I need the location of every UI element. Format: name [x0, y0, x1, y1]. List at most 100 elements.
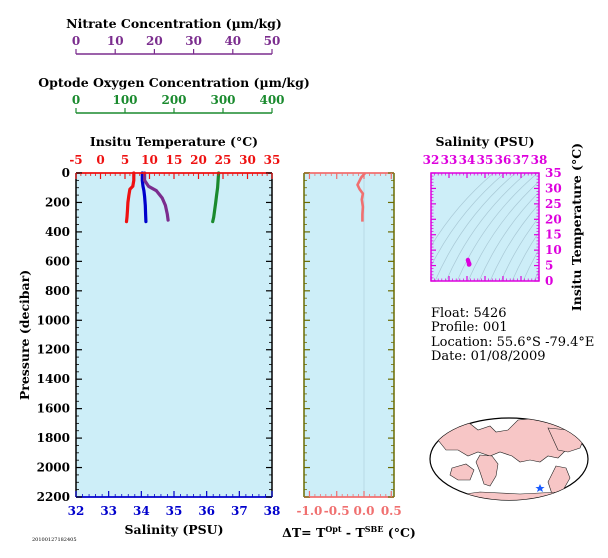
- delta-axis-label: ΔT= TOpt - TSBE (°C): [282, 524, 416, 540]
- temperature-tick-label-6: 25: [215, 153, 232, 167]
- ts-temperature-tick-label-1: 5: [545, 259, 553, 273]
- info-date: Date: 01/08/2009: [431, 349, 546, 364]
- ts-temperature-tick-label-6: 30: [545, 181, 562, 195]
- oxygen-tick-label-0: 0: [72, 93, 80, 107]
- profile-axes: 0200400600800100012001400160018002000220…: [37, 153, 281, 518]
- ts-density-contour: [511, 231, 539, 281]
- profile-plot-area: [124, 171, 221, 224]
- delta-profile-line: [356, 172, 367, 222]
- ts-temperature-tick-label-4: 20: [545, 212, 562, 226]
- delta-tick-label-3: 0.5: [381, 504, 402, 518]
- ts-point: [466, 262, 472, 267]
- temperature-axis-label: Insitu Temperature (°C): [90, 134, 258, 149]
- delta-plot-area: [356, 172, 367, 497]
- map-land-africa: [475, 454, 499, 487]
- temperature-tick-label-5: 20: [190, 153, 207, 167]
- ts-density-contour: [431, 173, 495, 247]
- ts-temperature-tick-label-5: 25: [545, 197, 562, 211]
- salinity-profile-line: [140, 171, 148, 224]
- salinity-axis-label: Salinity (PSU): [124, 522, 223, 537]
- delta-tick-label-0: -1.0: [297, 504, 323, 518]
- nitrate-tick-label-1: 10: [107, 34, 124, 48]
- pressure-tick-label-10: 2000: [37, 461, 70, 475]
- pressure-tick-label-11: 2200: [37, 490, 70, 504]
- temperature-tick-label-0: -5: [69, 153, 82, 167]
- salinity-tick-label-1: 33: [100, 504, 117, 518]
- oxygen-tick-label-1: 100: [112, 93, 137, 107]
- ts-temperature-tick-label-3: 15: [545, 228, 562, 242]
- ts-temperature-tick-label-2: 10: [545, 243, 562, 257]
- ts-panel-background: [431, 173, 539, 281]
- nitrate-tick-label-4: 40: [224, 34, 241, 48]
- pressure-tick-label-5: 1000: [37, 313, 70, 327]
- oxygen-tick-label-2: 200: [161, 93, 186, 107]
- ts-temperature-label: Insitu Temperature (°C): [569, 143, 584, 311]
- delta-tick-label-1: -0.5: [324, 504, 350, 518]
- map-land-antarctica: [430, 491, 588, 500]
- info-location: Location: 55.6°S -79.4°E: [431, 335, 594, 350]
- temperature-tick-label-2: 5: [121, 153, 129, 167]
- ts-density-contour: [522, 248, 539, 281]
- pressure-tick-label-2: 400: [45, 225, 70, 239]
- oxygen-tick-label-3: 300: [210, 93, 235, 107]
- ts-density-contour: [467, 181, 539, 281]
- temperature-tick-label-7: 30: [239, 153, 256, 167]
- pressure-tick-label-6: 1200: [37, 343, 70, 357]
- ts-salinity-tick-label-6: 38: [531, 153, 548, 167]
- salinity-tick-label-5: 37: [231, 504, 248, 518]
- nitrate-tick-label-5: 50: [264, 34, 281, 48]
- ts-density-contour: [478, 191, 539, 281]
- ts-salinity-label: Salinity (PSU): [435, 134, 534, 149]
- ts-salinity-tick-label-3: 35: [477, 153, 494, 167]
- ts-plot-area: [465, 257, 472, 267]
- pressure-tick-label-9: 1800: [37, 431, 70, 445]
- nitrate-axis-label: Nitrate Concentration (µm/kg): [66, 16, 282, 31]
- pressure-tick-label-8: 1600: [37, 402, 70, 416]
- ts-salinity-tick-label-1: 33: [441, 153, 458, 167]
- oxygen-axis-label: Optode Oxygen Concentration (µm/kg): [38, 75, 309, 90]
- temperature-tick-label-4: 15: [166, 153, 183, 167]
- nitrate-axis: 0 10 20 30 40 50: [72, 34, 281, 55]
- info-float: Float: 5426: [431, 306, 507, 321]
- oxygen-axis: 0 100 200 300 400: [72, 93, 285, 114]
- pressure-tick-label-7: 1400: [37, 372, 70, 386]
- temperature-tick-label-8: 35: [264, 153, 281, 167]
- nitrate-tick-label-0: 0: [72, 34, 80, 48]
- world-map: [429, 417, 589, 501]
- oxygen-tick-label-4: 400: [259, 93, 284, 107]
- ts-temperature-tick-label-7: 35: [545, 166, 562, 180]
- footer-text: 20100127182405: [32, 537, 77, 543]
- pressure-axis-label: Pressure (decibar): [17, 270, 32, 400]
- salinity-tick-label-4: 36: [198, 504, 215, 518]
- temperature-profile-line: [124, 171, 136, 224]
- ts-salinity-tick-label-2: 34: [459, 153, 476, 167]
- info-profile: Profile: 001: [431, 320, 508, 335]
- nitrate-tick-label-2: 20: [146, 34, 163, 48]
- pressure-tick-label-4: 800: [45, 284, 70, 298]
- oxygen-profile-line: [211, 171, 221, 224]
- ts-salinity-tick-label-5: 37: [513, 153, 530, 167]
- delta-panel-background: [304, 173, 394, 497]
- pressure-tick-label-1: 200: [45, 195, 70, 209]
- ts-salinity-tick-label-4: 36: [495, 153, 512, 167]
- map-land-australia: [449, 463, 475, 481]
- pressure-tick-label-0: 0: [62, 166, 70, 180]
- ts-density-contour: [489, 203, 539, 281]
- nitrate-profile-line: [143, 171, 170, 222]
- temperature-tick-label-3: 10: [141, 153, 158, 167]
- float-location-marker: [535, 484, 545, 492]
- pressure-tick-label-3: 600: [45, 254, 70, 268]
- salinity-tick-label-2: 34: [133, 504, 150, 518]
- delta-axes: -1.0 -0.5 0.0 0.5: [297, 172, 402, 518]
- salinity-tick-label-0: 32: [68, 504, 85, 518]
- ts-temperature-tick-label-0: 0: [545, 274, 553, 288]
- delta-tick-label-2: 0.0: [354, 504, 375, 518]
- salinity-tick-label-6: 38: [264, 504, 281, 518]
- temperature-tick-label-1: 0: [96, 153, 104, 167]
- ts-salinity-tick-label-0: 32: [423, 153, 440, 167]
- profile-panel-background: [76, 173, 272, 497]
- salinity-tick-label-3: 35: [166, 504, 183, 518]
- nitrate-tick-label-3: 30: [185, 34, 202, 48]
